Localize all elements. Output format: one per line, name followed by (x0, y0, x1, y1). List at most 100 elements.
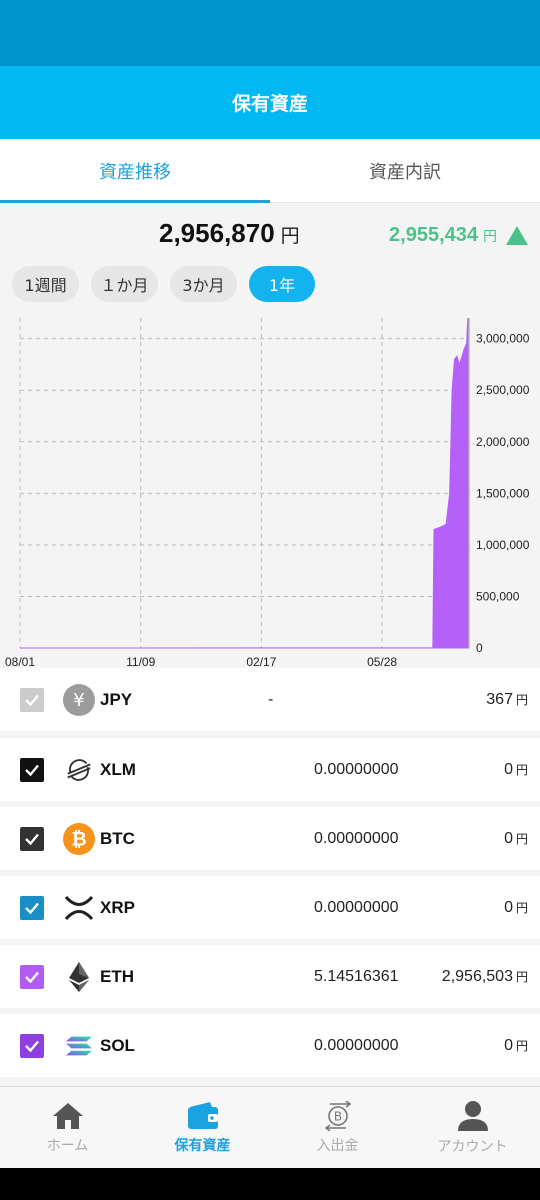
asset-symbol: XLM (100, 759, 136, 779)
checkbox[interactable] (20, 826, 44, 851)
asset-value: 2,956,503 円 (442, 968, 528, 986)
app-bar: 保有資産 (0, 66, 540, 139)
asset-amount: - (268, 690, 274, 708)
asset-value-number: 0 (504, 1036, 513, 1054)
y-tick-label: 1,500,000 (476, 486, 530, 500)
tab-asset-breakdown[interactable]: 資産内訳 (369, 161, 441, 183)
check-icon (25, 694, 39, 706)
nav-transfer-label: 入出金 (316, 1137, 359, 1154)
check-icon (25, 902, 39, 914)
asset-symbol: JPY (100, 689, 133, 709)
transfer-icon: B (324, 1100, 351, 1131)
asset-value-unit: 円 (515, 969, 528, 984)
asset-value-number: 0 (504, 829, 513, 847)
asset-value: 367 円 (486, 691, 528, 709)
x-tick-label: 08/01 (5, 655, 35, 669)
svg-text:₿: ₿ (71, 828, 86, 850)
total-unit: 円 (280, 225, 300, 247)
ethereum-icon (63, 961, 95, 993)
check-icon (25, 764, 39, 776)
asset-amount: 0.00000000 (314, 829, 399, 847)
nav-holdings-label: 保有資産 (174, 1137, 231, 1154)
asset-symbol: ETH (100, 966, 134, 986)
asset-value-number: 367 (486, 690, 513, 708)
total-value: 2,956,870 (159, 218, 275, 248)
asset-amount: 0.00000000 (314, 1036, 399, 1054)
y-tick-label: 500,000 (476, 589, 520, 603)
asset-symbol: XRP (100, 897, 135, 917)
x-tick-label: 05/28 (367, 655, 397, 669)
asset-row-jpy[interactable]: ¥ JPY - 367 円 (0, 668, 540, 731)
asset-value-unit: 円 (515, 692, 528, 707)
nav-account-label: アカウント (437, 1138, 508, 1155)
checkbox[interactable] (20, 1033, 44, 1058)
svg-text:¥: ¥ (73, 690, 84, 711)
account-icon (457, 1100, 488, 1131)
solana-icon (63, 1030, 95, 1062)
checkbox[interactable] (20, 895, 44, 920)
asset-value-unit: 円 (515, 762, 528, 777)
wallet-icon (187, 1101, 218, 1129)
asset-area-series (19, 318, 469, 649)
y-tick-label: 0 (476, 641, 483, 655)
check-icon (25, 971, 39, 983)
period-3months-button[interactable]: 3か月 (170, 266, 237, 302)
y-tick-label: 2,500,000 (476, 383, 530, 397)
asset-amount: 5.14516361 (314, 967, 399, 985)
y-tick-label: 3,000,000 (476, 332, 530, 346)
asset-value-unit: 円 (515, 900, 528, 915)
nav-transfer[interactable]: B 入出金 (270, 1087, 405, 1168)
bottom-navigation: ホーム 保有資産 B 入出金 アカウント (0, 1086, 540, 1168)
page-title: 保有資産 (231, 93, 308, 115)
nav-home-label: ホーム (46, 1137, 89, 1154)
asset-value-number: 2,956,503 (441, 967, 513, 985)
checkbox[interactable] (20, 757, 44, 782)
system-navigation-bar (0, 1168, 540, 1200)
profit-unit: 円 (483, 228, 497, 245)
profit-value: 2,955,434 (389, 224, 478, 246)
asset-value-number: 0 (504, 760, 513, 778)
home-icon (52, 1102, 83, 1129)
y-tick-label: 2,000,000 (476, 435, 530, 449)
yen-coin-icon: ¥ (63, 683, 95, 716)
total-balance: 2,956,870 円 (159, 218, 300, 249)
asset-chart-svg: 08/01 11/09 02/17 05/28 3,000,000 2,500,000 2… (5, 318, 530, 669)
ripple-icon (63, 892, 95, 924)
period-selector: 1週間 １か月 3か月 1年 (12, 266, 315, 302)
nav-account[interactable]: アカウント (405, 1087, 540, 1168)
asset-chart: 08/01 11/09 02/17 05/28 3,000,000 2,500,000 2… (0, 318, 540, 674)
asset-symbol: SOL (100, 1035, 135, 1055)
check-icon (25, 1040, 39, 1052)
status-bar (0, 0, 540, 66)
x-tick-label: 11/09 (126, 655, 155, 669)
y-tick-label: 1,000,000 (476, 538, 530, 552)
asset-value-unit: 円 (515, 831, 528, 846)
checkbox[interactable] (20, 964, 44, 989)
profit-display: 2,955,434 円 (389, 224, 528, 247)
tab-bar: 資産推移 資産内訳 (0, 139, 540, 203)
bitcoin-icon: ₿ (63, 822, 95, 855)
check-icon (25, 833, 39, 845)
x-tick-label: 02/17 (246, 655, 276, 669)
nav-home[interactable]: ホーム (0, 1087, 135, 1168)
checkbox[interactable] (20, 687, 44, 712)
asset-row-eth[interactable]: ETH 5.14516361 2,956,503 円 (0, 945, 540, 1008)
period-1year-button[interactable]: 1年 (249, 266, 315, 302)
period-1month-button[interactable]: １か月 (91, 266, 158, 302)
asset-amount: 0.00000000 (314, 760, 399, 778)
nav-holdings[interactable]: 保有資産 (135, 1087, 270, 1168)
tab-asset-history[interactable]: 資産推移 (0, 139, 270, 203)
period-1week-button[interactable]: 1週間 (12, 266, 79, 302)
stellar-icon (63, 754, 95, 786)
asset-value-unit: 円 (515, 1038, 528, 1053)
asset-value-number: 0 (504, 898, 513, 916)
svg-text:B: B (333, 1109, 341, 1123)
asset-amount: 0.00000000 (314, 898, 399, 916)
